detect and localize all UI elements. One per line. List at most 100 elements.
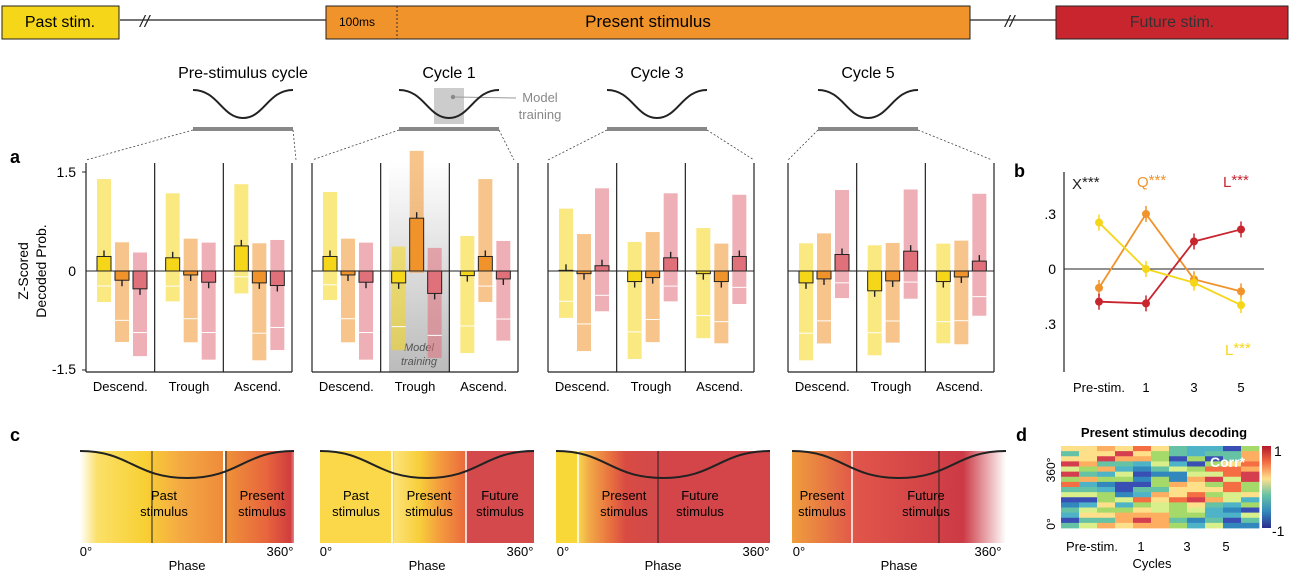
heatmap-cell [1079, 481, 1098, 488]
mean-bar [645, 270, 661, 279]
distribution-bar [595, 188, 609, 312]
heatmap-cell [1169, 512, 1188, 519]
heatmap-cell [1205, 456, 1224, 462]
heatmap-cell [1241, 446, 1260, 452]
heatmap-cell [1097, 471, 1116, 478]
heatmap-cell [1205, 502, 1224, 508]
c2-x360: 360° [507, 544, 534, 559]
heatmap-cell [1151, 461, 1170, 467]
phase-tick-label: Ascend. [234, 379, 281, 394]
bar-group-3: Descend. Trough Ascend. [547, 163, 755, 394]
heatmap-cell [1133, 517, 1152, 524]
distribution-bar [696, 228, 711, 339]
heatmap-cell [1061, 502, 1080, 508]
distribution-bar [427, 247, 442, 358]
mean-bar [269, 270, 285, 287]
heatmap-cell [1133, 476, 1152, 483]
distribution-bar [165, 193, 180, 302]
heatmap-cell [1205, 471, 1224, 478]
c1-x360: 360° [267, 544, 294, 559]
distribution-bar [115, 242, 129, 342]
phase-wave-pre [79, 450, 295, 480]
cbar-bottom: -1 [1272, 523, 1285, 539]
distribution-bar [627, 241, 642, 359]
c4-x0: 0° [793, 544, 805, 559]
heatmap-cell [1115, 471, 1134, 478]
heatmap-cell [1223, 522, 1242, 529]
heatmap-cell [1097, 481, 1116, 488]
ytick-zero: 0 [68, 263, 76, 279]
c4-label-future-1: Future [907, 488, 945, 503]
phase-wave-5 [791, 450, 1007, 480]
c2-label-future-1: Future [481, 488, 519, 503]
c3-label-future-1: Future [681, 488, 719, 503]
heatmap-cell [1223, 512, 1242, 519]
phase-tick-label: Ascend. [460, 379, 507, 394]
ytick-top: 1.5 [57, 164, 77, 180]
heatmap-cell [1079, 487, 1098, 493]
heatmap-cell [1079, 497, 1098, 503]
heatmap-cell [1097, 497, 1116, 503]
c2-label-past-2: stimulus [332, 504, 380, 519]
cycle-label-1: Cycle 1 [422, 65, 475, 82]
present-stim-box [325, 5, 971, 40]
panel-letter-d: d [1016, 425, 1027, 445]
mean-bar [834, 254, 850, 272]
c3-xlabel: Phase [645, 558, 682, 573]
d-xtick-pre: Pre-stim. [1066, 539, 1118, 554]
c3-label-future-2: stimulus [676, 504, 724, 519]
heatmap-annotation: Corr* [1210, 454, 1246, 470]
data-point [1142, 209, 1150, 218]
phase-tick-label: Descend. [93, 379, 148, 394]
mean-bar [132, 270, 148, 290]
heatmap-cell [1097, 461, 1116, 467]
c3-label-present-1: Present [602, 488, 647, 503]
past-stim-label: Past stim. [25, 14, 95, 31]
ylabel-line-1: Z-Scored [15, 242, 31, 300]
heatmap-cell [1133, 487, 1152, 493]
panel-letter-a: a [10, 147, 21, 167]
heatmap-cell [1115, 507, 1134, 514]
c2-x0: 0° [320, 544, 332, 559]
heatmap-cell [1133, 461, 1152, 467]
heatmap-cell [1187, 461, 1206, 467]
heatmap-cell [1169, 476, 1188, 483]
heatmap-cell [1151, 502, 1170, 508]
heatmap-cell [1169, 451, 1188, 457]
distribution-bar [391, 246, 406, 351]
mean-bar [114, 270, 130, 281]
heatmap-cell [1097, 522, 1116, 529]
cycle-wave-1 [398, 89, 500, 120]
heatmap-cell [1151, 492, 1170, 498]
distribution-bar [341, 238, 355, 343]
heatmap-cell [1169, 497, 1188, 503]
heatmap-cell [1079, 512, 1098, 519]
heatmap-cell [1151, 522, 1170, 529]
c1-x0: 0° [80, 544, 92, 559]
b-xtick-3: 3 [1190, 380, 1197, 395]
label-x: X*** [1072, 174, 1100, 193]
mean-bar [594, 265, 610, 272]
distribution-bar [323, 191, 337, 301]
data-point [1095, 297, 1103, 306]
heatmap-cell [1133, 512, 1152, 519]
mean-bar [713, 270, 729, 283]
mean-bar [358, 270, 374, 283]
time-break-mark-2: // [1004, 12, 1017, 31]
heatmap-cell [1187, 502, 1206, 508]
panel-letter-c: c [10, 425, 20, 445]
heatmap-cell [1115, 461, 1134, 467]
phase-wave-3 [555, 450, 771, 480]
heatmap-cell [1241, 512, 1260, 519]
heatmap-cell [1169, 502, 1188, 508]
heatmap-cell [1061, 507, 1080, 514]
mean-bar [477, 255, 493, 272]
heatmap-cell [1169, 471, 1188, 478]
c2-label-future-2: stimulus [476, 504, 524, 519]
heatmap-cell [1151, 497, 1170, 503]
heatmap-cell [1079, 502, 1098, 508]
distribution-bar [817, 233, 831, 344]
d-xtick-5: 5 [1222, 539, 1229, 554]
heatmap-cell [1151, 487, 1170, 493]
d-xtick-1: 1 [1137, 539, 1144, 554]
